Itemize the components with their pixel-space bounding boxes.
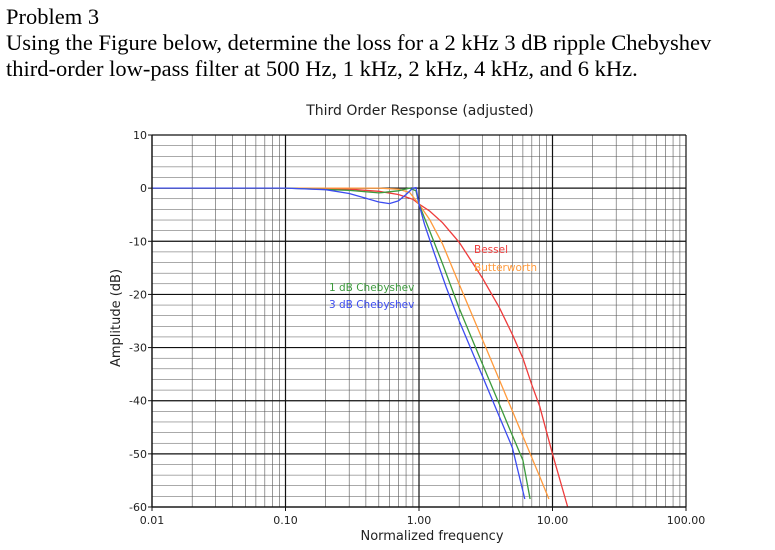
y-tick-label: -60 bbox=[129, 501, 147, 514]
tick-labels: 10 0 -10 -20 -30 -40 -50 -600.01 0.10 1.00 10.00 10… bbox=[129, 129, 705, 527]
y-tick-label: 10 bbox=[133, 129, 147, 142]
y-tick-label: -30 bbox=[129, 342, 147, 355]
curve-label: 1 dB Chebyshev bbox=[329, 282, 414, 294]
x-tick-label: 1.00 bbox=[407, 514, 432, 527]
series-line-butterworth bbox=[152, 187, 550, 500]
series-line-1-db-chebyshev bbox=[152, 187, 531, 500]
series-line-bessel bbox=[152, 187, 569, 508]
y-tick-label: -10 bbox=[129, 235, 147, 248]
y-tick-label: -50 bbox=[129, 448, 147, 461]
x-tick-label: 0.10 bbox=[273, 514, 298, 527]
series-line-3-db-chebyshev bbox=[152, 186, 526, 500]
curves bbox=[152, 186, 569, 508]
y-axis-label: Amplitude (dB) bbox=[109, 269, 124, 367]
y-tick-label: -20 bbox=[129, 288, 147, 301]
y-tick-label: 0 bbox=[140, 182, 147, 195]
x-tick-label: 10.00 bbox=[537, 514, 569, 527]
problem-text: Problem 3 Using the Figure below, determ… bbox=[6, 4, 771, 82]
x-axis-label: Normalized frequency bbox=[360, 529, 503, 544]
curve-labels: Bessel Butterworth 1 dB Chebyshev 3 dB Cheb… bbox=[329, 244, 537, 311]
chart-title: Third Order Response (adjusted) bbox=[305, 103, 534, 119]
curve-label: Butterworth bbox=[474, 262, 537, 274]
x-tick-label: 100.00 bbox=[667, 514, 706, 527]
curve-label: 3 dB Chebyshev bbox=[329, 299, 414, 311]
problem-line-1: Using the Figure below, determine the lo… bbox=[6, 30, 712, 55]
axes bbox=[148, 134, 687, 511]
problem-line-2: third-order low-pass filter at 500 Hz, 1… bbox=[6, 56, 638, 81]
problem-heading: Problem 3 bbox=[6, 4, 100, 29]
x-tick-label: 0.01 bbox=[140, 514, 165, 527]
curve-label: Bessel bbox=[474, 244, 508, 256]
y-tick-label: -40 bbox=[129, 395, 147, 408]
